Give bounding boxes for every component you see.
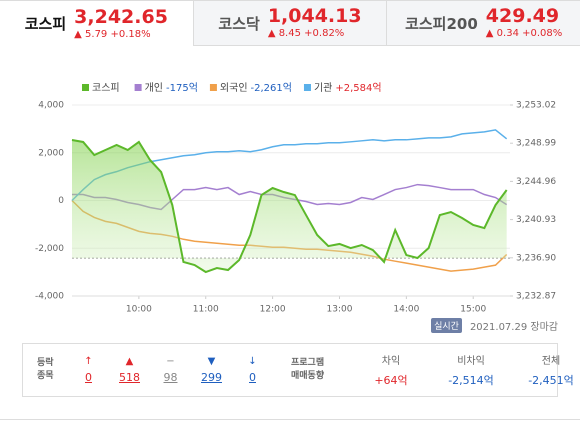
tab-rate: +0.82% xyxy=(304,28,345,40)
program-value: +64억 xyxy=(374,374,408,387)
legend-swatch xyxy=(209,84,217,91)
tab-change: ▲ 0.34 xyxy=(485,28,519,40)
label-line: 등락 xyxy=(37,357,54,368)
tab-body: 1,044.13 ▲ 8.45 +0.82% xyxy=(267,5,362,40)
y-tick-label: -4,000 xyxy=(35,292,64,302)
legend-name: 개인 xyxy=(145,82,163,94)
y2-tick-label: 3,232.87 xyxy=(516,292,556,302)
tab-name: 코스닥 xyxy=(218,14,260,33)
tab-change-row: ▲ 5.79 +0.18% xyxy=(74,29,150,41)
x-tick-label: 10:00 xyxy=(126,305,152,315)
updown-icon: ▼ xyxy=(207,356,216,367)
updown-item: ↑ 0 xyxy=(68,356,109,384)
updown-icon: ↓ xyxy=(248,356,257,367)
program-col: 전체 -2,451억 xyxy=(511,352,580,388)
tab-value: 1,044.13 xyxy=(267,5,362,28)
y-tick-label: 0 xyxy=(58,196,64,206)
updown-count[interactable]: 518 xyxy=(119,371,140,384)
program-value: -2,451억 xyxy=(528,374,574,387)
updown-count[interactable]: 0 xyxy=(249,371,256,384)
index-tabs: 코스피 3,242.65 ▲ 5.79 +0.18% 코스닥 1,044.13 … xyxy=(0,0,580,46)
chart: -4,000 -2,000 0 2,000 4,000 3,232.87 3,236.90 3… xyxy=(35,82,556,315)
divider xyxy=(0,419,580,420)
updown-icon: − xyxy=(166,356,175,367)
tab[interactable]: 코스닥 1,044.13 ▲ 8.45 +0.82% xyxy=(193,0,388,46)
status-text: 2021.07.29 장마감 xyxy=(470,318,558,333)
y-tick-label: 2,000 xyxy=(38,148,64,158)
updown-count[interactable]: 0 xyxy=(85,371,92,384)
updown-icon: ▲ xyxy=(125,356,134,367)
y-tick-label: -2,000 xyxy=(35,244,64,254)
program-cols: 차익 +64억 비차익 -2,514억 전체 -2,451억 xyxy=(351,352,580,388)
tab-change-row: ▲ 8.45 +0.82% xyxy=(268,28,344,40)
x-tick-label: 13:00 xyxy=(327,305,353,315)
program-col: 차익 +64억 xyxy=(351,352,431,388)
program-col: 비차익 -2,514억 xyxy=(431,352,511,388)
program-name: 차익 xyxy=(381,356,401,367)
legend-value: -175억 xyxy=(166,82,198,94)
status: 실시간 2021.07.29 장마감 xyxy=(431,318,558,333)
updown-item: ▼ 299 xyxy=(191,356,232,384)
legend-name: 코스피 xyxy=(92,82,120,94)
updown: 등락 종목 ↑ 0 ▲ 518−98 ▼ 299 ↓ 0 xyxy=(23,356,273,384)
legend-swatch xyxy=(134,84,142,91)
tab-value: 3,242.65 xyxy=(74,5,168,28)
tab-change: ▲ 8.45 xyxy=(267,28,301,40)
program-name: 전체 xyxy=(541,356,561,367)
updown-icon: ↑ xyxy=(84,356,93,367)
label-line: 프로그램 xyxy=(291,357,325,368)
market-state: 장마감 xyxy=(530,322,558,333)
legend-name: 외국인 xyxy=(220,82,248,94)
program-name: 비차익 xyxy=(457,356,485,367)
updown-item: − 98 xyxy=(150,356,191,384)
y2-tick-label: 3,236.90 xyxy=(516,253,556,263)
legend-swatch xyxy=(303,84,311,91)
y2-tick-label: 3,240.93 xyxy=(516,215,556,225)
tab-name: 코스피 xyxy=(24,15,67,33)
tab-rate: +0.08% xyxy=(522,28,563,40)
x-tick-label: 15:00 xyxy=(460,305,486,315)
y2-tick-label: 3,248.99 xyxy=(516,139,556,149)
date: 2021.07.29 xyxy=(469,322,528,333)
x-tick-label: 12:00 xyxy=(260,305,286,315)
legend-value: -2,261억 xyxy=(251,82,292,94)
tab[interactable]: 코스피200 429.49 ▲ 0.34 +0.08% xyxy=(387,0,580,46)
updown-item: ↓ 0 xyxy=(232,356,273,384)
tab-body: 429.49 ▲ 0.34 +0.08% xyxy=(485,5,562,40)
updown-item: ▲ 518 xyxy=(109,356,150,384)
tab-rate: +0.18% xyxy=(110,28,151,40)
y2-tick-label: 3,253.02 xyxy=(516,101,556,111)
updown-count[interactable]: 299 xyxy=(201,371,222,384)
tab-change-row: ▲ 0.34 +0.08% xyxy=(486,28,562,40)
tab-body: 3,242.65 ▲ 5.79 +0.18% xyxy=(74,5,168,41)
program-value: -2,514억 xyxy=(448,374,494,387)
tab-change: ▲ 5.79 xyxy=(74,28,108,40)
tab-value: 429.49 xyxy=(485,5,560,28)
summary-box: 등락 종목 ↑ 0 ▲ 518−98 ▼ 299 ↓ 0 프로그램 매매동향 차익 +64억 비차익 -… xyxy=(22,343,574,397)
y2-tick-label: 3,244.96 xyxy=(516,177,556,187)
label-line: 매매동향 xyxy=(291,371,325,381)
legend-swatch xyxy=(82,84,89,91)
tab[interactable]: 코스피 3,242.65 ▲ 5.79 +0.18% xyxy=(0,0,194,46)
area xyxy=(72,139,507,273)
legend-value: +2,584억 xyxy=(335,82,381,94)
realtime-badge[interactable]: 실시간 xyxy=(431,318,462,333)
updown-items: ↑ 0 ▲ 518−98 ▼ 299 ↓ 0 xyxy=(68,356,273,384)
line xyxy=(71,138,508,274)
x-tick-label: 14:00 xyxy=(393,305,419,315)
label-line: 종목 xyxy=(37,371,54,381)
legend-name: 기관 xyxy=(314,82,332,94)
y-tick-label: 4,000 xyxy=(38,101,64,111)
updown-count[interactable]: 98 xyxy=(163,371,178,384)
tab-name: 코스피200 xyxy=(405,14,478,33)
x-tick-label: 11:00 xyxy=(193,305,219,315)
